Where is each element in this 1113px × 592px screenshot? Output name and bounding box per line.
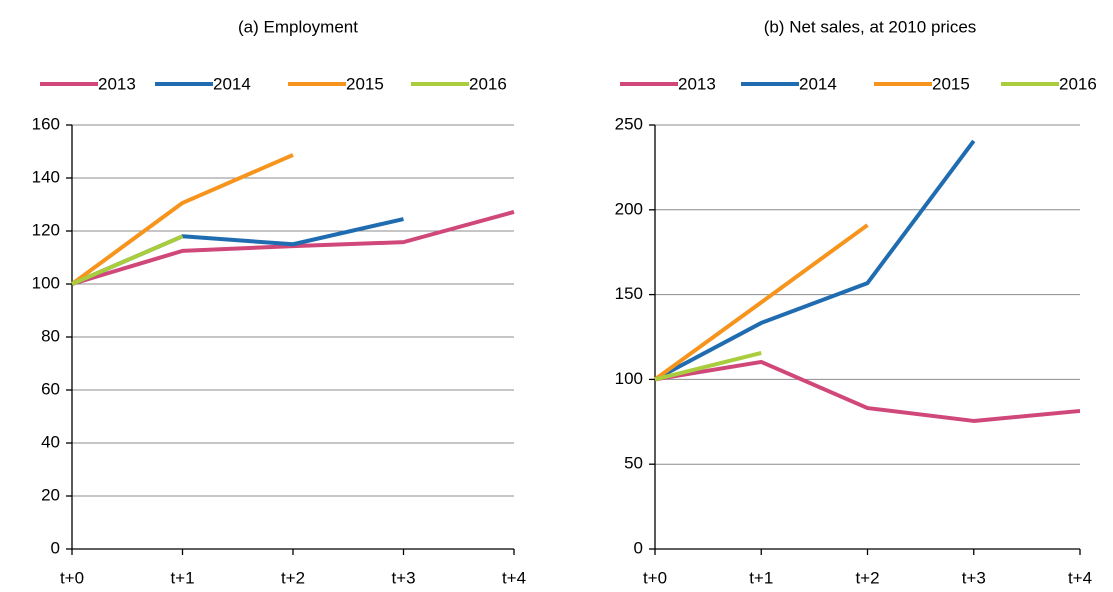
chart-title: (b) Net sales, at 2010 prices <box>764 17 977 36</box>
series-line <box>654 359 1081 423</box>
x-tick-label: t+4 <box>502 568 526 587</box>
x-tick-label: t+3 <box>962 568 986 587</box>
legend-label: 2013 <box>678 74 716 93</box>
x-tick-label: t+2 <box>855 568 879 587</box>
legend-label: 2014 <box>213 74 251 93</box>
series-line <box>654 351 762 382</box>
y-tick-label: 120 <box>32 220 60 239</box>
y-tick-label: 200 <box>615 199 643 218</box>
series-line <box>71 234 184 286</box>
y-tick-label: 60 <box>41 379 60 398</box>
series-line <box>653 223 869 382</box>
legend-label: 2016 <box>469 74 507 93</box>
x-tick-label: t+4 <box>1068 568 1092 587</box>
y-tick-label: 80 <box>41 326 60 345</box>
x-tick-label: t+0 <box>643 568 667 587</box>
y-tick-label: 20 <box>41 485 60 504</box>
x-tick-label: t+1 <box>170 568 194 587</box>
x-tick-label: t+0 <box>60 568 84 587</box>
x-tick-label: t+1 <box>749 568 773 587</box>
y-tick-label: 100 <box>615 369 643 388</box>
x-tick-label: t+2 <box>281 568 305 587</box>
y-tick-label: 0 <box>51 538 60 557</box>
y-tick-label: 250 <box>615 114 643 133</box>
series-line <box>71 209 515 286</box>
series-line <box>70 153 294 286</box>
series-line <box>654 139 976 382</box>
legend-label: 2015 <box>932 74 970 93</box>
legend-label: 2016 <box>1059 74 1097 93</box>
y-tick-label: 160 <box>32 114 60 133</box>
y-tick-label: 0 <box>634 538 643 557</box>
y-tick-label: 140 <box>32 167 60 186</box>
y-tick-label: 50 <box>624 454 643 473</box>
y-tick-label: 100 <box>32 273 60 292</box>
chart-title: (a) Employment <box>238 17 358 36</box>
y-tick-label: 150 <box>615 284 643 303</box>
legend-label: 2015 <box>346 74 384 93</box>
x-tick-label: t+3 <box>391 568 415 587</box>
legend-label: 2014 <box>799 74 837 93</box>
y-tick-label: 40 <box>41 432 60 451</box>
legend-label: 2013 <box>98 74 136 93</box>
series-line <box>71 217 404 286</box>
